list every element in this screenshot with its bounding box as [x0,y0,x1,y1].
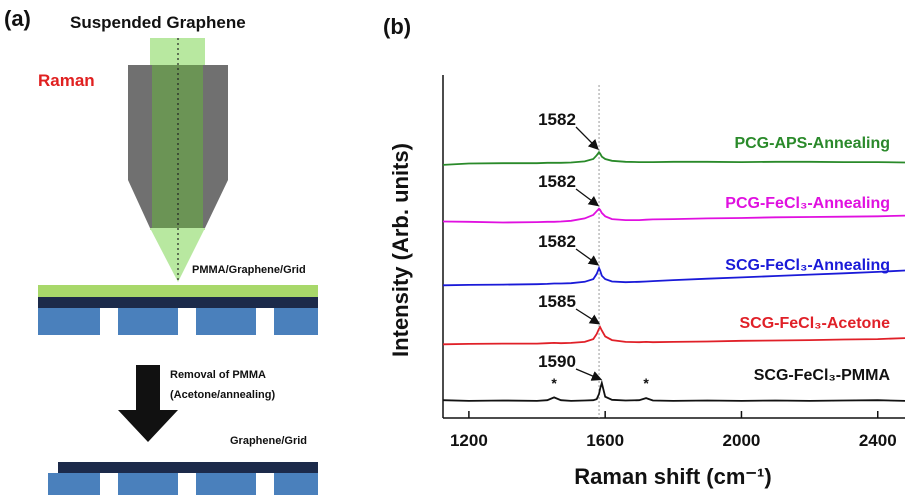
y-axis-label: Intensity (Arb. units) [388,143,413,357]
peak-arrow [575,188,600,207]
annotation: * [551,375,557,391]
stack-label: PMMA/Graphene/Grid [192,264,306,276]
process-arrow [118,365,178,442]
series-label: PCG-APS-Annealing [734,135,890,152]
graphene-layer [38,297,318,308]
peak-arrow [575,248,600,266]
x-tick-label: 1600 [586,431,624,450]
spectrum [442,379,905,402]
series-label: SCG-FeCl₃-Acetone [739,315,890,332]
result-label: Graphene/Grid [230,435,307,447]
series-label: PCG-FeCl₃-Annealing [725,195,890,212]
peak-arrow [575,126,599,151]
x-tick-label: 1200 [450,431,488,450]
x-axis-label: Raman shift (cm⁻¹) [574,464,771,489]
annotation: * [643,375,649,391]
step-text: Removal of PMMA [170,369,266,381]
spectrum [442,265,905,287]
spectrum [442,325,905,346]
spectrum [442,150,905,166]
peak-label: 1585 [538,292,576,311]
step-text: (Acetone/annealing) [170,389,275,401]
series-label: SCG-FeCl₃-Annealing [725,257,890,274]
peak-arrow [575,368,603,381]
peak-label: 1582 [538,110,576,129]
laser-label: Raman [38,71,95,90]
x-tick-label: 2400 [859,431,897,450]
focus-cone [150,228,205,282]
peak-label: 1582 [538,232,576,251]
pmma-layer [38,285,318,297]
peak-label: 1582 [538,172,576,191]
panel-label: (a) [4,6,31,31]
spectrum [442,207,905,224]
grid [48,473,318,495]
panel-label: (b) [383,14,411,39]
peak-arrow [575,308,601,325]
peak-label: 1590 [538,352,576,371]
diagram-title: Suspended Graphene [70,13,246,32]
graphene-layer [58,462,318,473]
x-tick-label: 2000 [723,431,761,450]
series-label: SCG-FeCl₃-PMMA [754,367,891,384]
grid [38,308,318,335]
beam-inner [152,65,203,228]
